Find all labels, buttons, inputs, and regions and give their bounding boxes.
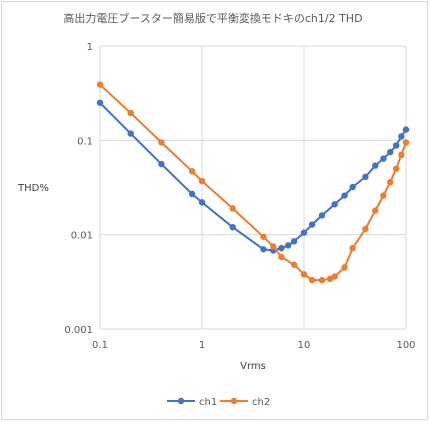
data-point-ch1: [387, 148, 394, 156]
data-point-ch2: [362, 225, 369, 233]
data-point-ch2: [331, 273, 338, 280]
data-point-ch1: [285, 242, 292, 249]
data-point-ch2: [260, 233, 267, 240]
legend: ch1 ch2: [167, 397, 270, 408]
data-point-ch2: [341, 264, 348, 271]
ticks: 0.1 1 10 100 0.001 0.01 0.1 1: [64, 42, 415, 351]
data-point-ch1: [372, 162, 379, 169]
data-point-ch2: [96, 81, 104, 88]
series-ch2: [96, 81, 410, 284]
data-point-ch2: [188, 168, 196, 175]
chart-title: 高出力電圧ブースター簡易版で平衡変換モドキのch1/2 THD: [63, 11, 362, 25]
data-point-ch1: [260, 246, 267, 253]
data-point-ch2: [127, 109, 134, 117]
data-point-ch2: [278, 253, 285, 261]
series-layer: [96, 81, 410, 284]
legend-swatch-marker: [177, 397, 185, 405]
y-tick-label: 1: [87, 42, 93, 53]
data-point-ch1: [341, 192, 348, 199]
x-tick-label: 0.1: [92, 340, 108, 351]
legend-swatch-marker: [230, 397, 238, 405]
data-point-ch2: [308, 276, 316, 284]
y-tick-label: 0.001: [64, 325, 93, 336]
data-point-ch1: [349, 183, 356, 191]
data-point-ch1: [331, 201, 338, 208]
legend-label: ch2: [252, 397, 270, 408]
data-point-ch1: [96, 99, 104, 106]
data-point-ch1: [188, 190, 196, 198]
data-point-ch2: [398, 151, 405, 159]
data-point-ch1: [308, 221, 316, 228]
data-point-ch2: [387, 178, 394, 186]
x-tick-label: 1: [199, 340, 205, 351]
data-point-ch1: [229, 223, 236, 231]
data-point-ch1: [380, 155, 387, 162]
data-point-ch1: [290, 238, 298, 245]
legend-item-ch1: ch1: [167, 397, 217, 408]
x-tick-label: 100: [396, 340, 415, 351]
series-ch1: [96, 99, 410, 254]
x-tick-label: 10: [298, 340, 311, 351]
legend-item-ch2: ch2: [220, 397, 270, 408]
data-point-ch2: [290, 261, 298, 268]
data-point-ch2: [229, 205, 236, 212]
y-axis-label: THD%: [17, 183, 49, 194]
data-point-ch1: [300, 229, 308, 236]
data-point-ch1: [318, 212, 326, 219]
data-point-ch1: [127, 130, 134, 137]
data-point-ch1: [158, 160, 165, 168]
y-tick-label: 0.1: [77, 136, 93, 147]
y-tick-label: 0.01: [71, 231, 93, 242]
grid: [99, 45, 407, 330]
data-point-ch1: [402, 126, 410, 133]
data-point-ch1: [278, 244, 285, 252]
data-point-ch2: [318, 276, 326, 284]
x-axis-label: Vrms: [240, 361, 266, 372]
data-point-ch1: [362, 173, 369, 181]
data-point-ch2: [300, 271, 308, 278]
data-point-ch1: [392, 142, 400, 149]
data-point-ch2: [372, 207, 379, 214]
data-point-ch2: [392, 165, 400, 172]
data-point-ch2: [158, 139, 165, 146]
data-point-ch2: [380, 192, 387, 199]
data-point-ch2: [349, 244, 356, 252]
data-point-ch2: [270, 243, 277, 250]
data-point-ch2: [198, 177, 206, 185]
data-point-ch2: [402, 139, 410, 146]
legend-label: ch1: [199, 397, 217, 408]
data-point-ch1: [398, 133, 405, 140]
data-point-ch1: [198, 199, 206, 206]
